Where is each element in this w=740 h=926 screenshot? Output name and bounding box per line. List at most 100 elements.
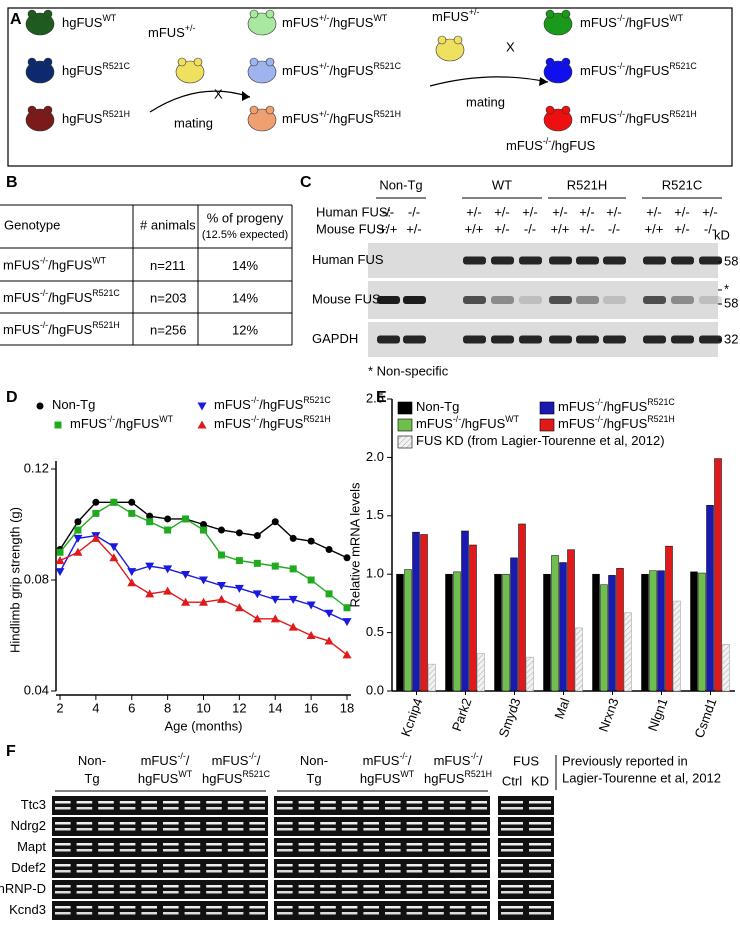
bar	[477, 653, 485, 692]
genotype: +/-	[522, 204, 538, 219]
gel-band	[163, 864, 179, 867]
gel-band	[406, 849, 423, 852]
arrow-head	[242, 91, 250, 101]
gel-band	[320, 849, 336, 852]
gel-band	[298, 822, 315, 825]
bar	[706, 505, 714, 692]
data-point	[234, 603, 244, 612]
gel-band	[406, 912, 423, 915]
kd-label: kD	[714, 227, 730, 242]
gel-band	[184, 906, 201, 909]
gel-band	[98, 843, 114, 846]
gel-band	[184, 912, 201, 915]
genotype: +/+	[551, 221, 570, 236]
mating-label: mating	[466, 94, 505, 109]
text-segment: mFUS	[282, 15, 319, 30]
x-axis-label: Age (months)	[164, 718, 242, 733]
text-segment: /hgFUS	[329, 111, 373, 126]
bar	[453, 571, 461, 692]
text-segment: mFUS	[3, 322, 40, 337]
bar	[698, 572, 706, 692]
data-point	[163, 586, 173, 595]
text-segment: -/-	[617, 61, 625, 71]
text-segment: mFUS	[434, 753, 471, 768]
gene-label: Ttc3	[21, 797, 46, 812]
genotype: +/-	[702, 204, 718, 219]
text-segment: R521H	[92, 320, 119, 330]
text-segment: hgFUS	[424, 771, 465, 786]
gel-band	[385, 828, 401, 831]
gel-band	[76, 906, 93, 909]
gel-band	[249, 870, 265, 873]
text-segment: mFUS	[70, 416, 107, 431]
gel-band	[449, 885, 466, 888]
gel-group-label: mFUS-/-/	[434, 751, 483, 768]
gel-band	[298, 864, 315, 867]
gel-band	[471, 885, 487, 888]
f1-label: mFUS+/-/hgFUSR521C	[282, 61, 402, 78]
blot-band	[491, 256, 514, 265]
y-tick-label: 2.0	[366, 449, 384, 464]
mouse-body	[25, 60, 55, 84]
genotype: +/-	[466, 204, 482, 219]
text-segment: Tg	[84, 771, 99, 786]
text-segment: -/-	[177, 751, 185, 761]
blot-band	[671, 256, 694, 265]
gel-band	[363, 807, 379, 810]
gel-band	[385, 870, 401, 873]
gel-band	[385, 885, 401, 888]
text-segment: WT	[102, 13, 116, 23]
gel-band	[428, 801, 444, 804]
y-tick-label: 0.08	[24, 571, 49, 586]
gel-band	[141, 828, 157, 831]
mouse-ear	[43, 57, 53, 67]
gel-strip	[498, 859, 554, 878]
gel-band	[298, 906, 315, 909]
data-point	[200, 521, 207, 528]
text-segment: Non-	[78, 753, 106, 768]
table-header: % of progeny	[207, 210, 284, 225]
text-segment: /hgFUS	[461, 416, 505, 431]
bar	[624, 612, 632, 692]
bar	[502, 573, 510, 692]
gel-band	[119, 864, 136, 867]
gel-band	[55, 891, 71, 894]
row-label: Mouse FUS:	[316, 221, 388, 236]
text-segment: /hgFUS	[625, 63, 669, 78]
gel-group-label: Tg	[306, 771, 321, 786]
data-point	[306, 631, 316, 639]
gel-band	[341, 906, 358, 909]
blot-band	[519, 256, 542, 265]
gel-strip	[52, 859, 268, 878]
gel-band	[98, 891, 114, 894]
gel-band	[501, 870, 523, 873]
mouse-ear	[265, 9, 275, 19]
text-segment: /hgFUS	[625, 111, 669, 126]
gel-band	[406, 801, 423, 804]
x-tick-label: 4	[92, 700, 99, 715]
gel-band	[76, 828, 93, 831]
genotype: +/-	[674, 221, 690, 236]
gel-band	[428, 906, 444, 909]
legend-label: mFUS-/-/hgFUSR521C	[214, 395, 331, 412]
bar	[445, 573, 453, 692]
gel-band	[501, 906, 523, 909]
gel-band	[163, 822, 179, 825]
legend-marker	[36, 402, 44, 410]
data-point	[288, 595, 298, 604]
blot-band	[576, 335, 599, 344]
gel-band	[119, 807, 136, 810]
bar	[600, 584, 608, 692]
gel-band	[98, 828, 114, 831]
gel-group-label: hgFUSWT	[138, 769, 193, 786]
gel-band	[206, 849, 222, 852]
genotype: +/-	[494, 204, 510, 219]
mouse-ear	[545, 105, 555, 115]
data-point	[271, 562, 279, 570]
gel-band	[320, 891, 336, 894]
data-point	[216, 582, 226, 591]
gel-band	[227, 891, 244, 894]
gel-group-label: mFUS-/-/	[212, 751, 261, 768]
table-cell: mFUS-/-/hgFUSWT	[3, 256, 107, 273]
gel-band	[206, 822, 222, 825]
